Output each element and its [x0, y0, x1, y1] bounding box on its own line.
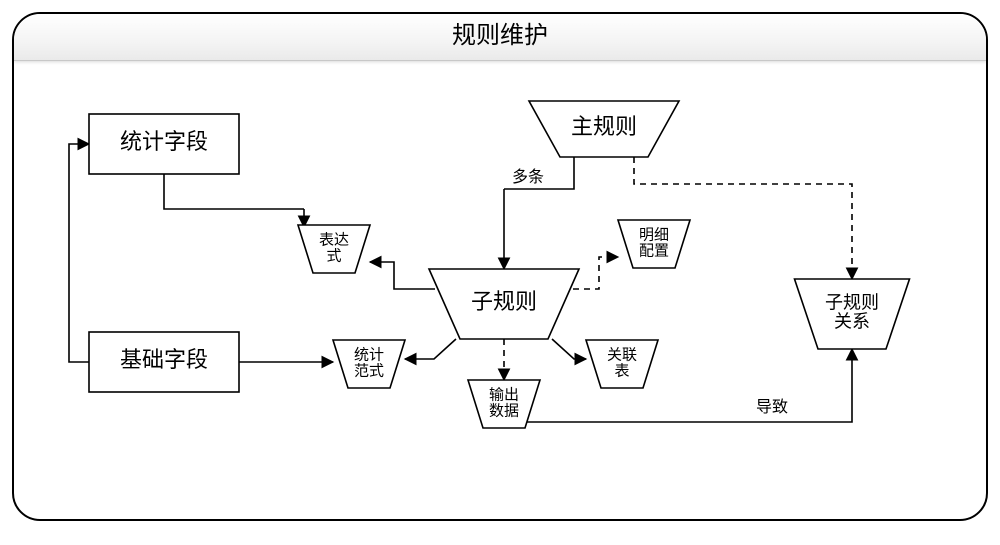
node-main_rule-label: 主规则 [571, 114, 637, 139]
edge-sub-to-expr [370, 262, 435, 289]
node-sub_rule-label: 子规则 [471, 289, 537, 314]
node-link_tbl-label: 关联 [607, 347, 637, 364]
node-detail_cfg-label: 配置 [639, 242, 669, 259]
node-paradigm-label: 范式 [354, 362, 384, 379]
node-expr-label: 表达 [319, 232, 349, 249]
node-detail_cfg: 明细配置 [618, 220, 690, 268]
node-out_data-label: 输出 [489, 387, 519, 404]
node-base_field: 基础字段 [89, 332, 239, 392]
diagram-frame: 规则维护 统计字段基础字段主规则子规则子规则关系表达式统计范式明细配置关联表输出… [12, 12, 988, 521]
node-out_data: 输出数据 [468, 380, 540, 428]
node-link_tbl: 关联表 [586, 340, 658, 388]
node-sub_rel-label: 关系 [834, 312, 870, 332]
node-base_field-label: 基础字段 [120, 347, 208, 372]
node-sub_rel: 子规则关系 [795, 279, 910, 349]
diagram-title: 规则维护 [14, 14, 986, 61]
edge-sub-to-paradigm [405, 339, 456, 359]
node-out_data-label: 数据 [489, 402, 519, 419]
node-expr: 表达式 [298, 225, 370, 273]
edge-label-daozhi: 导致 [756, 398, 788, 416]
node-stat_field-label: 统计字段 [120, 129, 208, 154]
edge-base-to-stat [69, 144, 89, 362]
node-link_tbl-label: 表 [614, 362, 629, 379]
edge-stat-down [164, 174, 304, 209]
node-paradigm-label: 统计 [354, 347, 384, 364]
node-sub_rule: 子规则 [429, 269, 579, 339]
node-detail_cfg-label: 明细 [639, 227, 669, 244]
edge-out-to-rel [525, 349, 852, 422]
node-paradigm: 统计范式 [333, 340, 405, 388]
edge-sub-to-detail [573, 257, 618, 289]
edge-sub-to-link [552, 339, 586, 359]
node-stat_field: 统计字段 [89, 114, 239, 174]
node-expr-label: 式 [326, 247, 341, 264]
diagram-canvas: 统计字段基础字段主规则子规则子规则关系表达式统计范式明细配置关联表输出数据多条导… [14, 60, 986, 520]
edge-label-duotiao: 多条 [512, 168, 544, 186]
node-main_rule: 主规则 [529, 101, 679, 157]
node-sub_rel-label: 子规则 [825, 293, 879, 313]
